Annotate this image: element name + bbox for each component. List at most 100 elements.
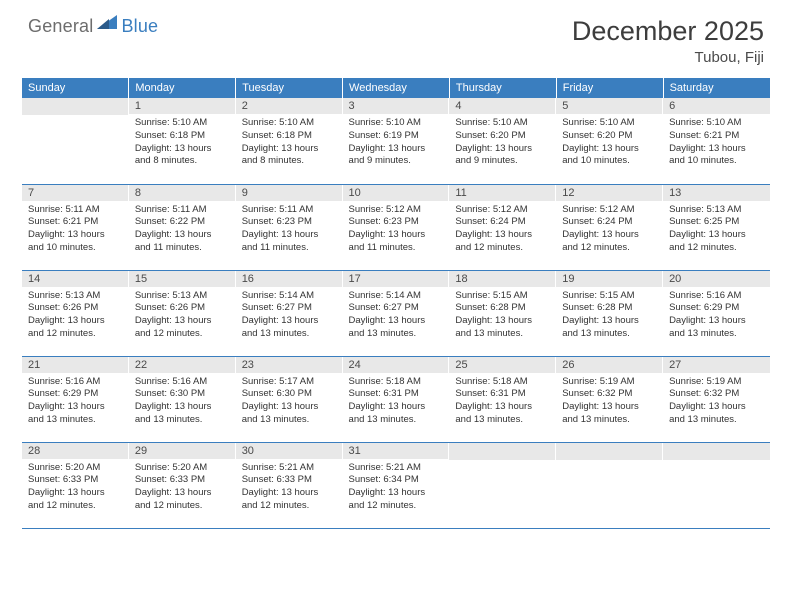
day-number: 7 <box>22 185 129 201</box>
day-number: 16 <box>236 271 343 287</box>
calendar-row: 28Sunrise: 5:20 AMSunset: 6:33 PMDayligh… <box>22 442 770 528</box>
day-number: 29 <box>129 443 236 459</box>
day-info: Sunrise: 5:12 AMSunset: 6:23 PMDaylight:… <box>343 201 450 258</box>
calendar-day: 9Sunrise: 5:11 AMSunset: 6:23 PMDaylight… <box>236 184 343 270</box>
day-info: Sunrise: 5:19 AMSunset: 6:32 PMDaylight:… <box>556 373 663 430</box>
calendar-day: 12Sunrise: 5:12 AMSunset: 6:24 PMDayligh… <box>556 184 663 270</box>
day-info: Sunrise: 5:11 AMSunset: 6:21 PMDaylight:… <box>22 201 129 258</box>
calendar-row: 21Sunrise: 5:16 AMSunset: 6:29 PMDayligh… <box>22 356 770 442</box>
day-info: Sunrise: 5:13 AMSunset: 6:25 PMDaylight:… <box>663 201 770 258</box>
calendar-day: 8Sunrise: 5:11 AMSunset: 6:22 PMDaylight… <box>129 184 236 270</box>
calendar-day-empty <box>556 442 663 528</box>
day-number: 5 <box>556 98 663 114</box>
calendar-day: 24Sunrise: 5:18 AMSunset: 6:31 PMDayligh… <box>343 356 450 442</box>
location: Tubou, Fiji <box>572 49 764 66</box>
calendar-row: 7Sunrise: 5:11 AMSunset: 6:21 PMDaylight… <box>22 184 770 270</box>
day-info: Sunrise: 5:12 AMSunset: 6:24 PMDaylight:… <box>556 201 663 258</box>
day-number: 14 <box>22 271 129 287</box>
calendar-day: 4Sunrise: 5:10 AMSunset: 6:20 PMDaylight… <box>449 98 556 184</box>
day-info: Sunrise: 5:19 AMSunset: 6:32 PMDaylight:… <box>663 373 770 430</box>
day-info: Sunrise: 5:10 AMSunset: 6:20 PMDaylight:… <box>556 114 663 171</box>
calendar-day: 15Sunrise: 5:13 AMSunset: 6:26 PMDayligh… <box>129 270 236 356</box>
calendar-day: 29Sunrise: 5:20 AMSunset: 6:33 PMDayligh… <box>129 442 236 528</box>
calendar-day: 18Sunrise: 5:15 AMSunset: 6:28 PMDayligh… <box>449 270 556 356</box>
day-number: 31 <box>343 443 450 459</box>
calendar-day: 23Sunrise: 5:17 AMSunset: 6:30 PMDayligh… <box>236 356 343 442</box>
calendar-day-empty <box>22 98 129 184</box>
day-info: Sunrise: 5:16 AMSunset: 6:30 PMDaylight:… <box>129 373 236 430</box>
day-info: Sunrise: 5:14 AMSunset: 6:27 PMDaylight:… <box>343 287 450 344</box>
calendar-day: 22Sunrise: 5:16 AMSunset: 6:30 PMDayligh… <box>129 356 236 442</box>
day-number: 30 <box>236 443 343 459</box>
weekday-header: Tuesday <box>236 78 343 98</box>
day-number: 17 <box>343 271 450 287</box>
day-number <box>22 98 129 115</box>
calendar-day: 30Sunrise: 5:21 AMSunset: 6:33 PMDayligh… <box>236 442 343 528</box>
calendar-day: 19Sunrise: 5:15 AMSunset: 6:28 PMDayligh… <box>556 270 663 356</box>
weekday-header: Saturday <box>663 78 770 98</box>
day-number: 12 <box>556 185 663 201</box>
calendar-table: SundayMondayTuesdayWednesdayThursdayFrid… <box>22 78 770 529</box>
calendar-day: 17Sunrise: 5:14 AMSunset: 6:27 PMDayligh… <box>343 270 450 356</box>
weekday-header: Thursday <box>449 78 556 98</box>
logo: General Blue <box>28 16 158 37</box>
calendar-day: 7Sunrise: 5:11 AMSunset: 6:21 PMDaylight… <box>22 184 129 270</box>
day-number: 26 <box>556 357 663 373</box>
day-number: 18 <box>449 271 556 287</box>
day-info: Sunrise: 5:10 AMSunset: 6:21 PMDaylight:… <box>663 114 770 171</box>
day-number: 10 <box>343 185 450 201</box>
day-info: Sunrise: 5:21 AMSunset: 6:33 PMDaylight:… <box>236 459 343 516</box>
day-number: 11 <box>449 185 556 201</box>
day-number: 27 <box>663 357 770 373</box>
day-number: 22 <box>129 357 236 373</box>
weekday-header: Friday <box>556 78 663 98</box>
day-info: Sunrise: 5:13 AMSunset: 6:26 PMDaylight:… <box>129 287 236 344</box>
calendar-day: 27Sunrise: 5:19 AMSunset: 6:32 PMDayligh… <box>663 356 770 442</box>
day-info: Sunrise: 5:10 AMSunset: 6:19 PMDaylight:… <box>343 114 450 171</box>
day-number <box>556 443 663 460</box>
calendar-day: 25Sunrise: 5:18 AMSunset: 6:31 PMDayligh… <box>449 356 556 442</box>
calendar-day: 5Sunrise: 5:10 AMSunset: 6:20 PMDaylight… <box>556 98 663 184</box>
day-number: 21 <box>22 357 129 373</box>
day-info: Sunrise: 5:20 AMSunset: 6:33 PMDaylight:… <box>22 459 129 516</box>
day-number: 25 <box>449 357 556 373</box>
weekday-header: Monday <box>129 78 236 98</box>
day-number: 13 <box>663 185 770 201</box>
day-info: Sunrise: 5:10 AMSunset: 6:18 PMDaylight:… <box>236 114 343 171</box>
calendar-day: 20Sunrise: 5:16 AMSunset: 6:29 PMDayligh… <box>663 270 770 356</box>
day-info: Sunrise: 5:13 AMSunset: 6:26 PMDaylight:… <box>22 287 129 344</box>
calendar-day: 11Sunrise: 5:12 AMSunset: 6:24 PMDayligh… <box>449 184 556 270</box>
day-number: 6 <box>663 98 770 114</box>
day-number: 3 <box>343 98 450 114</box>
weekday-header-row: SundayMondayTuesdayWednesdayThursdayFrid… <box>22 78 770 98</box>
calendar-day: 2Sunrise: 5:10 AMSunset: 6:18 PMDaylight… <box>236 98 343 184</box>
day-number: 9 <box>236 185 343 201</box>
calendar-day: 10Sunrise: 5:12 AMSunset: 6:23 PMDayligh… <box>343 184 450 270</box>
day-number: 20 <box>663 271 770 287</box>
day-info: Sunrise: 5:15 AMSunset: 6:28 PMDaylight:… <box>449 287 556 344</box>
day-info: Sunrise: 5:20 AMSunset: 6:33 PMDaylight:… <box>129 459 236 516</box>
day-info: Sunrise: 5:17 AMSunset: 6:30 PMDaylight:… <box>236 373 343 430</box>
header: General Blue December 2025 Tubou, Fiji <box>0 0 792 72</box>
weekday-header: Sunday <box>22 78 129 98</box>
logo-sail-icon <box>95 21 119 32</box>
day-info: Sunrise: 5:14 AMSunset: 6:27 PMDaylight:… <box>236 287 343 344</box>
calendar-day: 3Sunrise: 5:10 AMSunset: 6:19 PMDaylight… <box>343 98 450 184</box>
day-number <box>449 443 556 460</box>
day-number: 23 <box>236 357 343 373</box>
day-info: Sunrise: 5:15 AMSunset: 6:28 PMDaylight:… <box>556 287 663 344</box>
calendar-row: 14Sunrise: 5:13 AMSunset: 6:26 PMDayligh… <box>22 270 770 356</box>
day-number: 4 <box>449 98 556 114</box>
calendar-day: 31Sunrise: 5:21 AMSunset: 6:34 PMDayligh… <box>343 442 450 528</box>
logo-text-general: General <box>28 16 93 37</box>
calendar-day: 16Sunrise: 5:14 AMSunset: 6:27 PMDayligh… <box>236 270 343 356</box>
day-info: Sunrise: 5:16 AMSunset: 6:29 PMDaylight:… <box>22 373 129 430</box>
calendar-day: 6Sunrise: 5:10 AMSunset: 6:21 PMDaylight… <box>663 98 770 184</box>
day-number: 28 <box>22 443 129 459</box>
calendar-day: 14Sunrise: 5:13 AMSunset: 6:26 PMDayligh… <box>22 270 129 356</box>
calendar-row: 1Sunrise: 5:10 AMSunset: 6:18 PMDaylight… <box>22 98 770 184</box>
weekday-header: Wednesday <box>343 78 450 98</box>
day-info: Sunrise: 5:16 AMSunset: 6:29 PMDaylight:… <box>663 287 770 344</box>
day-info: Sunrise: 5:11 AMSunset: 6:23 PMDaylight:… <box>236 201 343 258</box>
title-area: December 2025 Tubou, Fiji <box>572 16 764 66</box>
